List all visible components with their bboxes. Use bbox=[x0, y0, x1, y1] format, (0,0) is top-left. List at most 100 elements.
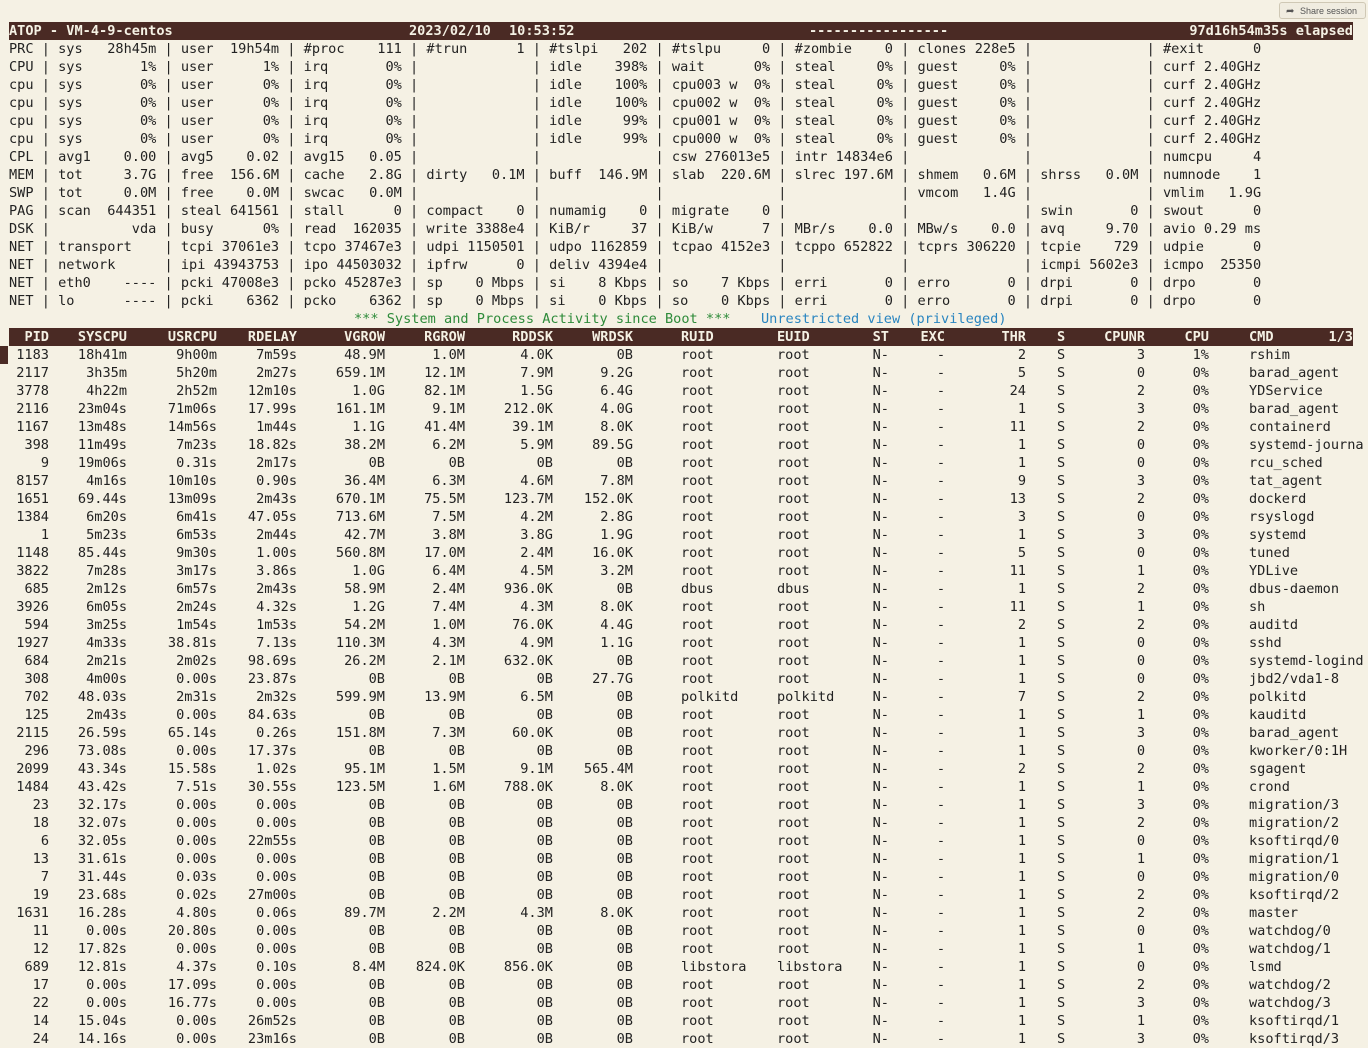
process-row[interactable]: 17 0.00s 17.09s 0.00s 0B 0B 0B 0B root root N- - 1 S 2… bbox=[9, 976, 1353, 994]
process-row[interactable]: 594 3m25s 1m54s 1m53s 54.2M 1.0M 76.0K 4.4G root… bbox=[9, 616, 1353, 634]
process-row[interactable]: 19 23.68s 0.02s 27m00s 0B 0B 0B 0B root root N- - 1 S… bbox=[9, 886, 1353, 904]
cell-s: S bbox=[1057, 545, 1066, 561]
cell-euid: root bbox=[777, 455, 810, 471]
process-row[interactable]: 8157 4m16s 10m10s 0.90s 36.4M 6.3M 4.6M 7.8M roo… bbox=[9, 472, 1353, 490]
cell-syscpu: 31.61s bbox=[77, 851, 127, 867]
process-row[interactable]: 308 4m00s 0.00s 23.87s 0B 0B 0B 27.7G root root N-… bbox=[9, 670, 1353, 688]
process-row[interactable]: 296 73.08s 0.00s 17.37s 0B 0B 0B 0B root root N- - 1… bbox=[9, 742, 1353, 760]
process-row[interactable]: 7 31.44s 0.03s 0.00s 0B 0B 0B 0B root root N- - 1 S 0 0… bbox=[9, 868, 1353, 886]
cell-rgrow: 41.4M bbox=[424, 419, 465, 435]
cell-st: N- bbox=[872, 815, 889, 831]
cell-cmd: YDLive bbox=[1249, 563, 1299, 579]
process-row[interactable]: 689 12.81s 4.37s 0.10s 8.4M 824.0K 856.0K 0B lib… bbox=[9, 958, 1353, 976]
cell-rddsk: 123.7M bbox=[503, 491, 553, 507]
cell-vgrow: 0B bbox=[368, 923, 385, 939]
cell-wrdsk: 0B bbox=[616, 923, 633, 939]
cell-cpu: 0% bbox=[1192, 599, 1209, 615]
cell-wrdsk: 4.4G bbox=[600, 617, 633, 633]
cell-rddsk: 4.3M bbox=[520, 905, 553, 921]
process-row[interactable]: 398 11m49s 7m23s 18.82s 38.2M 6.2M 5.9M 89.5G ro… bbox=[9, 436, 1363, 454]
cell-ruid: root bbox=[681, 887, 714, 903]
cell-ruid: root bbox=[681, 563, 714, 579]
cell-euid: root bbox=[777, 437, 810, 453]
process-row[interactable]: 1167 13m48s 14m56s 1m44s 1.1G 41.4M 39.1M 8.0K r… bbox=[9, 418, 1353, 436]
process-row[interactable]: 1631 16.28s 4.80s 0.06s 89.7M 2.2M 4.3M 8.0K roo… bbox=[9, 904, 1353, 922]
process-row[interactable]: 3822 7m28s 3m17s 3.86s 1.0G 6.4M 4.5M 3.2M root r… bbox=[9, 562, 1353, 580]
cell-st: N- bbox=[872, 959, 889, 975]
cell-cmd: rcu_sched bbox=[1249, 455, 1323, 471]
cell-rddsk: 5.9M bbox=[520, 437, 553, 453]
cell-euid: root bbox=[777, 743, 810, 759]
process-row[interactable]: 1384 6m20s 6m41s 47.05s 713.6M 7.5M 4.2M 2.8G ro… bbox=[9, 508, 1353, 526]
cell-usrcpu: 2m24s bbox=[176, 599, 217, 615]
cell-rddsk: 76.0K bbox=[512, 617, 553, 633]
process-row[interactable]: 1148 85.44s 9m30s 1.00s 560.8M 17.0M 2.4M 16.0K… bbox=[9, 544, 1353, 562]
cell-rdelay: 12m10s bbox=[247, 383, 297, 399]
cell-wrdsk: 565.4M bbox=[583, 761, 633, 777]
cell-st: N- bbox=[872, 491, 889, 507]
process-row[interactable]: 684 2m21s 2m02s 98.69s 26.2M 2.1M 632.0K 0B root… bbox=[9, 652, 1363, 670]
cell-exc: - bbox=[936, 905, 945, 921]
process-row[interactable]: 1 5m23s 6m53s 2m44s 42.7M 3.8M 3.8G 1.9G root roo… bbox=[9, 526, 1353, 544]
process-row[interactable]: 125 2m43s 0.00s 84.63s 0B 0B 0B 0B root root N- - 1 S… bbox=[9, 706, 1353, 724]
cell-pid: 296 bbox=[24, 743, 49, 759]
process-row[interactable]: 1651 69.44s 13m09s 2m43s 670.1M 75.5M 123.7M 15… bbox=[9, 490, 1353, 508]
cell-cpunr: 0 bbox=[1136, 869, 1145, 885]
cell-syscpu: 48.03s bbox=[77, 689, 127, 705]
process-row[interactable]: 2116 23m04s 71m06s 17.99s 161.1M 9.1M 212.0K 4.… bbox=[9, 400, 1353, 418]
cell-rdelay: 7m59s bbox=[256, 347, 297, 363]
process-row[interactable]: 22 0.00s 16.77s 0.00s 0B 0B 0B 0B root root N- - 1 S 3… bbox=[9, 994, 1353, 1012]
process-row[interactable]: 12 17.82s 0.00s 0.00s 0B 0B 0B 0B root root N- - 1 S 1… bbox=[9, 940, 1353, 958]
process-row[interactable]: 6 32.05s 0.00s 22m55s 0B 0B 0B 0B root root N- - 1 S 0… bbox=[9, 832, 1353, 850]
process-row[interactable]: 9 19m06s 0.31s 2m17s 0B 0B 0B 0B root root N- - 1 S 0 0… bbox=[9, 454, 1353, 472]
cell-rddsk: 4.6M bbox=[520, 473, 553, 489]
cell-vgrow: 560.8M bbox=[335, 545, 385, 561]
process-row[interactable]: 1484 43.42s 7.51s 30.55s 123.5M 1.6M 788.0K 8.0… bbox=[9, 778, 1353, 796]
cell-pid: 13 bbox=[32, 851, 49, 867]
cell-pid: 23 bbox=[32, 797, 49, 813]
cell-cpu: 0% bbox=[1192, 581, 1209, 597]
cell-cpu: 0% bbox=[1192, 617, 1209, 633]
process-row[interactable]: 1927 4m33s 38.81s 7.13s 110.3M 4.3M 4.9M 1.1G ro… bbox=[9, 634, 1353, 652]
cell-pid: 308 bbox=[24, 671, 49, 687]
process-row[interactable]: 2117 3h35m 5h20m 2m27s 659.1M 12.1M 7.9M 9.2G ro… bbox=[9, 364, 1353, 382]
cell-cmd: tuned bbox=[1249, 545, 1290, 561]
process-row[interactable]: 702 48.03s 2m31s 2m32s 599.9M 13.9M 6.5M 0B polk… bbox=[9, 688, 1353, 706]
cell-thr: 11 bbox=[1009, 419, 1026, 435]
cell-cpu: 0% bbox=[1192, 653, 1209, 669]
cell-cpu: 0% bbox=[1192, 365, 1209, 381]
cell-vgrow: 0B bbox=[368, 455, 385, 471]
cell-rddsk: 9.1M bbox=[520, 761, 553, 777]
cell-cmd: crond bbox=[1249, 779, 1290, 795]
process-row[interactable]: 18 32.07s 0.00s 0.00s 0B 0B 0B 0B root root N- - 1 S 2… bbox=[9, 814, 1353, 832]
cell-rdelay: 23m16s bbox=[247, 1031, 297, 1047]
cell-ruid: root bbox=[681, 815, 714, 831]
cell-cpu: 0% bbox=[1192, 563, 1209, 579]
process-row[interactable]: 1183 18h41m 9h00m 7m59s 48.9M 1.0M 4.0K 0B root r… bbox=[9, 346, 1353, 364]
col-header-st: ST bbox=[872, 329, 889, 345]
stat-line: cpu | sys 0% | user 0% | irq 0% | | idle… bbox=[9, 113, 1262, 129]
process-row[interactable]: 2115 26.59s 65.14s 0.26s 151.8M 7.3M 60.0K 0B ro… bbox=[9, 724, 1353, 742]
stat-line: DSK | vda | busy 0% | read 162035 | writ… bbox=[9, 221, 1262, 237]
cell-ruid: root bbox=[681, 977, 714, 993]
cell-usrcpu: 2m31s bbox=[176, 689, 217, 705]
process-row[interactable]: 14 15.04s 0.00s 26m52s 0B 0B 0B 0B root root N- - 1 S… bbox=[9, 1012, 1353, 1030]
cell-cpunr: 1 bbox=[1136, 941, 1145, 957]
cell-cpu: 0% bbox=[1192, 869, 1209, 885]
process-row[interactable]: 3926 6m05s 2m24s 4.32s 1.2G 7.4M 4.3M 8.0K root r… bbox=[9, 598, 1353, 616]
cell-s: S bbox=[1057, 743, 1066, 759]
cell-exc: - bbox=[936, 869, 945, 885]
process-row[interactable]: 23 32.17s 0.00s 0.00s 0B 0B 0B 0B root root N- - 1 S 3… bbox=[9, 796, 1353, 814]
process-row[interactable]: 13 31.61s 0.00s 0.00s 0B 0B 0B 0B root root N- - 1 S 1… bbox=[9, 850, 1353, 868]
cell-usrcpu: 0.00s bbox=[176, 743, 217, 759]
process-row[interactable]: 3778 4h22m 2h52m 12m10s 1.0G 82.1M 1.5G 6.4G roo… bbox=[9, 382, 1353, 400]
process-row[interactable]: 2099 43.34s 15.58s 1.02s 95.1M 1.5M 9.1M 565.4M… bbox=[9, 760, 1353, 778]
cell-pid: 1183 bbox=[16, 347, 49, 363]
process-row[interactable]: 11 0.00s 20.80s 0.00s 0B 0B 0B 0B root root N- - 1 S 0… bbox=[9, 922, 1353, 940]
process-row[interactable]: 685 2m12s 6m57s 2m43s 58.9M 2.4M 936.0K 0B dbus d… bbox=[9, 580, 1353, 598]
share-session-button[interactable]: ➦ Share session bbox=[1278, 2, 1366, 19]
cell-cpunr: 2 bbox=[1136, 419, 1145, 435]
process-row[interactable]: 24 14.16s 0.00s 23m16s 0B 0B 0B 0B root root N- - 1 S… bbox=[9, 1030, 1353, 1048]
cell-cpu: 0% bbox=[1192, 1031, 1209, 1047]
cell-rdelay: 1.02s bbox=[256, 761, 297, 777]
